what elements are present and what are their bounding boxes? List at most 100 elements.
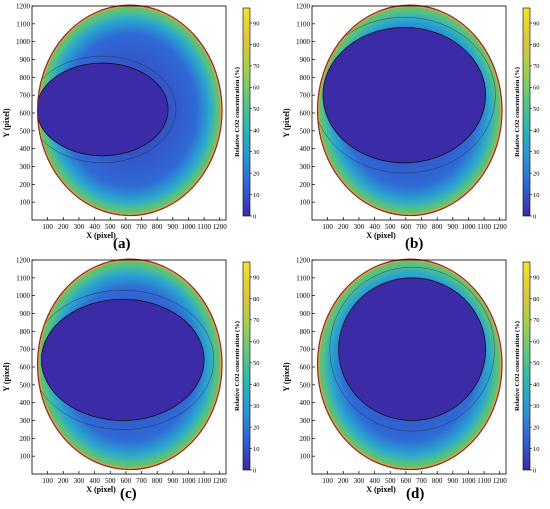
colorbar-tick-label: 60 [253, 339, 260, 346]
boundary-circle [36, 258, 223, 471]
y-tick-label: 900 [20, 56, 31, 64]
co2-contour-plot: 100 200 300 400 500 600 700 800 900 1000 1100 12001… [2, 3, 260, 241]
y-tick-label: 500 [300, 127, 311, 135]
y-tick-label: 700 [300, 92, 311, 100]
y-tick-label: 1200 [296, 257, 311, 265]
x-tick-label: 600 [401, 477, 412, 485]
x-tick-label: 700 [136, 477, 147, 485]
y-tick-label: 500 [300, 381, 311, 389]
colorbar-tick-label: 60 [533, 339, 540, 346]
y-tick-label: 300 [300, 417, 311, 425]
y-tick-label: 700 [20, 346, 31, 354]
y-tick-label: 600 [20, 110, 31, 118]
x-tick-label: 900 [168, 477, 179, 485]
colorbar-tick-label: 50 [253, 106, 260, 113]
y-tick-label: 1200 [296, 3, 311, 11]
y-tick-label: 400 [300, 399, 311, 407]
y-tick-label: 600 [300, 110, 311, 118]
x-tick-label: 300 [74, 223, 85, 231]
y-tick-label: 500 [20, 381, 31, 389]
x-tick-label: 100 [42, 223, 53, 231]
y-tick-label: 1200 [16, 3, 31, 11]
x-tick-label: 500 [385, 477, 396, 485]
y-axis-label: Y (pixel) [2, 108, 11, 138]
x-tick-label: 1100 [197, 223, 211, 231]
y-tick-label: 1200 [16, 257, 31, 265]
colorbar-label: Relative CO2 concentration (%) [514, 67, 521, 157]
colorbar-tick-label: 40 [253, 128, 260, 135]
colorbar-tick-label: 10 [253, 192, 260, 199]
x-tick-label: 200 [58, 223, 69, 231]
colorbar-tick-label: 40 [533, 128, 540, 135]
x-tick-label: 900 [168, 223, 179, 231]
x-axis-label: X (pixel) [366, 231, 396, 240]
colorbar-tick-label: 0 [533, 467, 536, 474]
panel-label: (c) [120, 486, 137, 502]
panel-a: 100 200 300 400 500 600 700 800 900 1000 1100 1200 1… [0, 0, 270, 253]
co2-field-layers [317, 5, 503, 216]
x-tick-label: 800 [432, 223, 443, 231]
x-tick-label: 100 [322, 223, 333, 231]
x-tick-label: 1100 [477, 477, 491, 485]
x-tick-label: 400 [89, 223, 100, 231]
panel-b: 100 200 300 400 500 600 700 800 900 1000 1100 1200 1… [280, 0, 550, 253]
colorbar-tick-label: 30 [533, 149, 540, 156]
y-axis-label: Y (pixel) [282, 108, 291, 138]
x-tick-label: 800 [152, 477, 163, 485]
x-tick-label: 400 [369, 223, 380, 231]
colorbar-tick-label: 90 [253, 274, 260, 281]
y-tick-label: 100 [20, 199, 31, 207]
y-tick-label: 300 [20, 163, 31, 171]
y-tick-label: 100 [300, 453, 311, 461]
y-tick-label: 1100 [296, 274, 310, 282]
low-concentration-core [40, 298, 205, 421]
x-tick-label: 400 [89, 477, 100, 485]
x-tick-label: 200 [338, 223, 349, 231]
x-tick-label: 300 [74, 477, 85, 485]
colorbar [522, 261, 531, 471]
mid-band [317, 5, 503, 216]
y-tick-label: 100 [20, 453, 31, 461]
colorbar-tick-label: 70 [533, 317, 540, 324]
colorbar-tick-label: 10 [533, 446, 540, 453]
co2-contour-plot: 100 200 300 400 500 600 700 800 900 1000 1100 12001… [282, 3, 540, 241]
colorbar-tick-label: 60 [253, 85, 260, 92]
colorbar-label: Relative CO2 concentration (%) [234, 67, 241, 157]
y-tick-label: 400 [20, 145, 31, 153]
x-tick-label: 1200 [493, 477, 508, 485]
panel-label: (b) [405, 236, 424, 252]
colorbar-tick-label: 10 [533, 192, 540, 199]
colorbar-label: Relative CO2 concentration (%) [234, 321, 241, 411]
x-tick-label: 1100 [477, 223, 491, 231]
low-concentration-core [322, 26, 487, 164]
y-tick-label: 1000 [296, 292, 311, 300]
boundary-circle [316, 258, 503, 471]
x-tick-label: 700 [136, 223, 147, 231]
colorbar-tick-label: 20 [533, 170, 540, 177]
colorbar-tick-label: 20 [533, 424, 540, 431]
y-tick-label: 600 [20, 364, 31, 372]
x-axis-label: X (pixel) [366, 485, 396, 494]
panel-label: (d) [406, 486, 425, 502]
x-tick-label: 200 [338, 477, 349, 485]
colorbar-tick-label: 80 [533, 296, 540, 303]
contour-line [37, 289, 215, 430]
x-tick-label: 1000 [461, 223, 476, 231]
y-tick-label: 800 [20, 328, 31, 336]
co2-contour-plot: 100 200 300 400 500 600 700 800 900 1000 1100 12001… [282, 257, 540, 495]
contour-line [329, 266, 495, 432]
colorbar-tick-label: 80 [253, 42, 260, 49]
y-tick-label: 900 [20, 310, 31, 318]
colorbar-tick-label: 90 [533, 20, 540, 27]
y-tick-label: 500 [20, 127, 31, 135]
colorbar-tick-label: 0 [253, 467, 256, 474]
colorbar-tick-label: 50 [533, 360, 540, 367]
x-tick-label: 1000 [181, 223, 196, 231]
x-tick-label: 100 [42, 477, 53, 485]
colorbar-tick-label: 60 [533, 85, 540, 92]
boundary-circle [316, 4, 503, 217]
mid-band [317, 259, 503, 470]
x-tick-label: 500 [105, 223, 116, 231]
colorbar-tick-label: 90 [253, 20, 260, 27]
mid-band [37, 259, 223, 470]
